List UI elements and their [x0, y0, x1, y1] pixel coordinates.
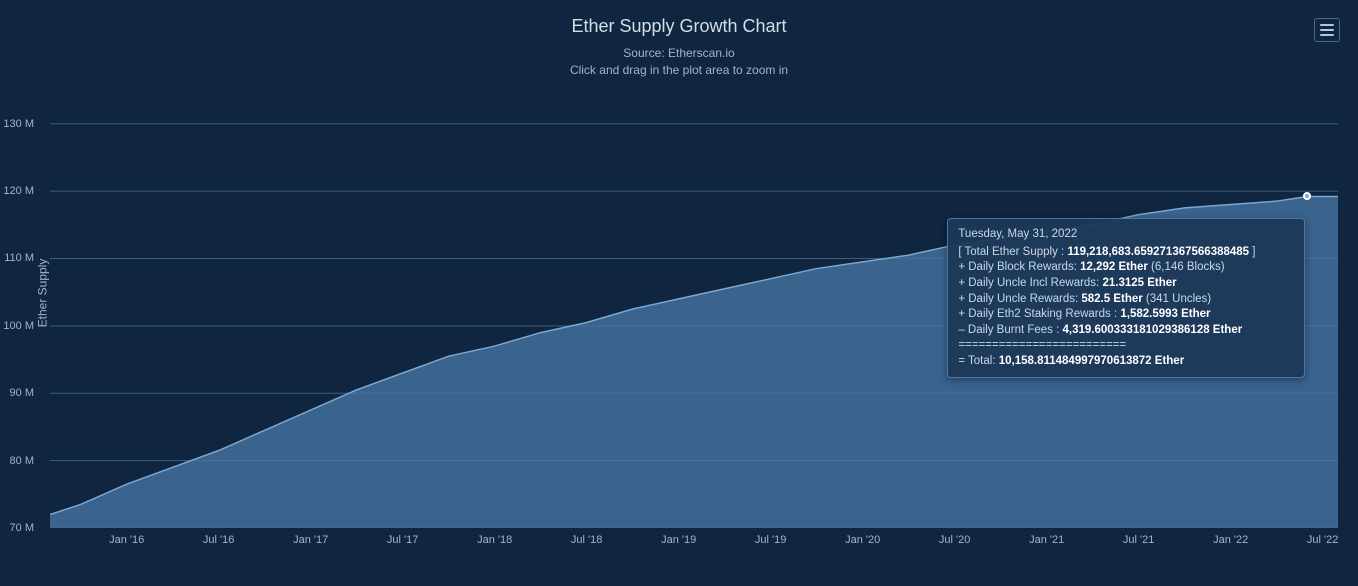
x-tick-label: Jan '16 [109, 528, 144, 546]
chart-container: Ether Supply Growth Chart Source: Ethers… [0, 0, 1358, 586]
x-tick-label: Jan '21 [1029, 528, 1064, 546]
x-tick-label: Jul '17 [387, 528, 418, 546]
chart-tooltip: Tuesday, May 31, 2022[ Total Ether Suppl… [947, 218, 1305, 378]
y-tick-label: 70 M [0, 522, 42, 534]
chart-title: Ether Supply Growth Chart [0, 16, 1358, 37]
y-tick-label: 130 M [0, 118, 42, 130]
hamburger-icon [1320, 24, 1334, 26]
y-axis-title: Ether Supply [35, 259, 49, 328]
x-tick-label: Jul '21 [1123, 528, 1154, 546]
x-tick-label: Jul '19 [755, 528, 786, 546]
plot-area[interactable]: 70 M80 M90 M100 M110 M120 M130 MJan '16J… [50, 90, 1338, 528]
x-tick-label: Jan '19 [661, 528, 696, 546]
x-tick-label: Jul '22 [1307, 528, 1338, 546]
x-tick-label: Jul '20 [939, 528, 970, 546]
chart-menu-button[interactable] [1314, 18, 1340, 42]
subtitle-line-1: Source: Etherscan.io [623, 46, 734, 60]
hover-marker [1303, 192, 1311, 200]
x-tick-label: Jan '20 [845, 528, 880, 546]
chart-header: Ether Supply Growth Chart Source: Ethers… [0, 0, 1358, 79]
y-tick-label: 90 M [0, 387, 42, 399]
y-tick-label: 120 M [0, 185, 42, 197]
x-tick-label: Jul '16 [203, 528, 234, 546]
x-tick-label: Jul '18 [571, 528, 602, 546]
y-tick-label: 100 M [0, 320, 42, 332]
x-tick-label: Jan '17 [293, 528, 328, 546]
x-tick-label: Jan '18 [477, 528, 512, 546]
x-tick-label: Jan '22 [1213, 528, 1248, 546]
subtitle-line-2: Click and drag in the plot area to zoom … [570, 63, 788, 77]
chart-subtitle: Source: Etherscan.io Click and drag in t… [0, 45, 1358, 79]
y-tick-label: 110 M [0, 252, 42, 264]
y-tick-label: 80 M [0, 455, 42, 467]
